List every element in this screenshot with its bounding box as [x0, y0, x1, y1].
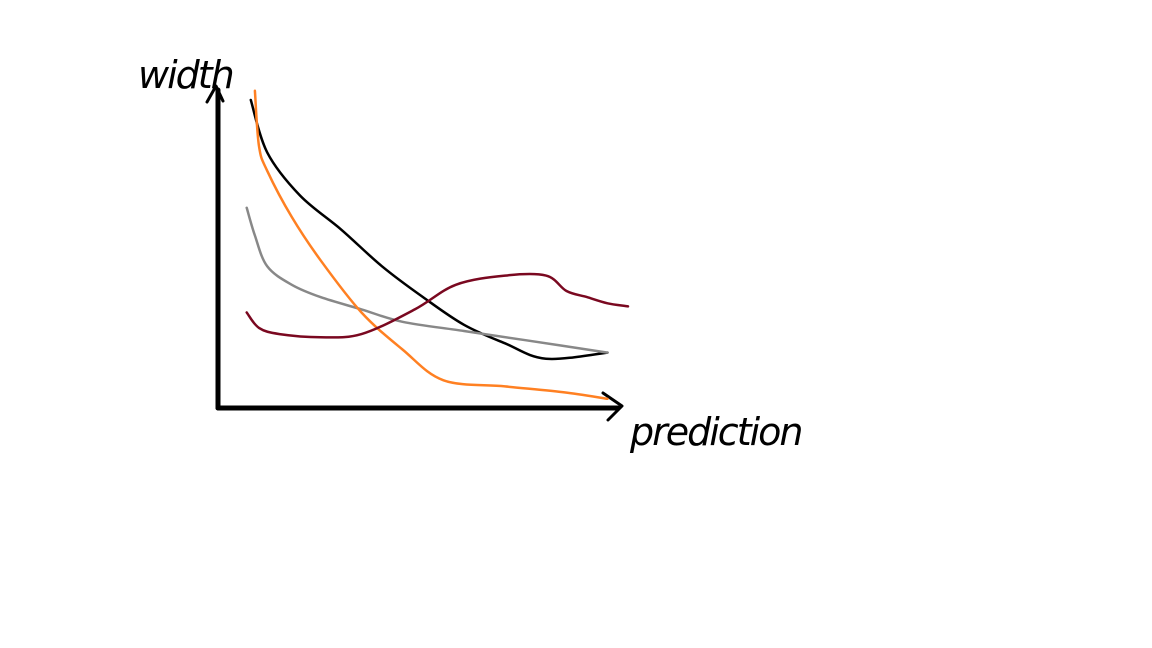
y-axis-title: width: [138, 53, 233, 97]
x-axis-arrow-icon: [601, 391, 624, 422]
y-axis-arrow-icon: [205, 84, 225, 104]
series-line-4: [245, 272, 630, 339]
y-axis: [205, 84, 225, 411]
x-axis: [215, 391, 624, 422]
series-layer: [245, 89, 630, 401]
x-axis-title: prediction: [629, 410, 801, 454]
series-line-3: [253, 89, 609, 401]
series-line-2: [245, 206, 609, 354]
series-line-1: [249, 98, 609, 361]
